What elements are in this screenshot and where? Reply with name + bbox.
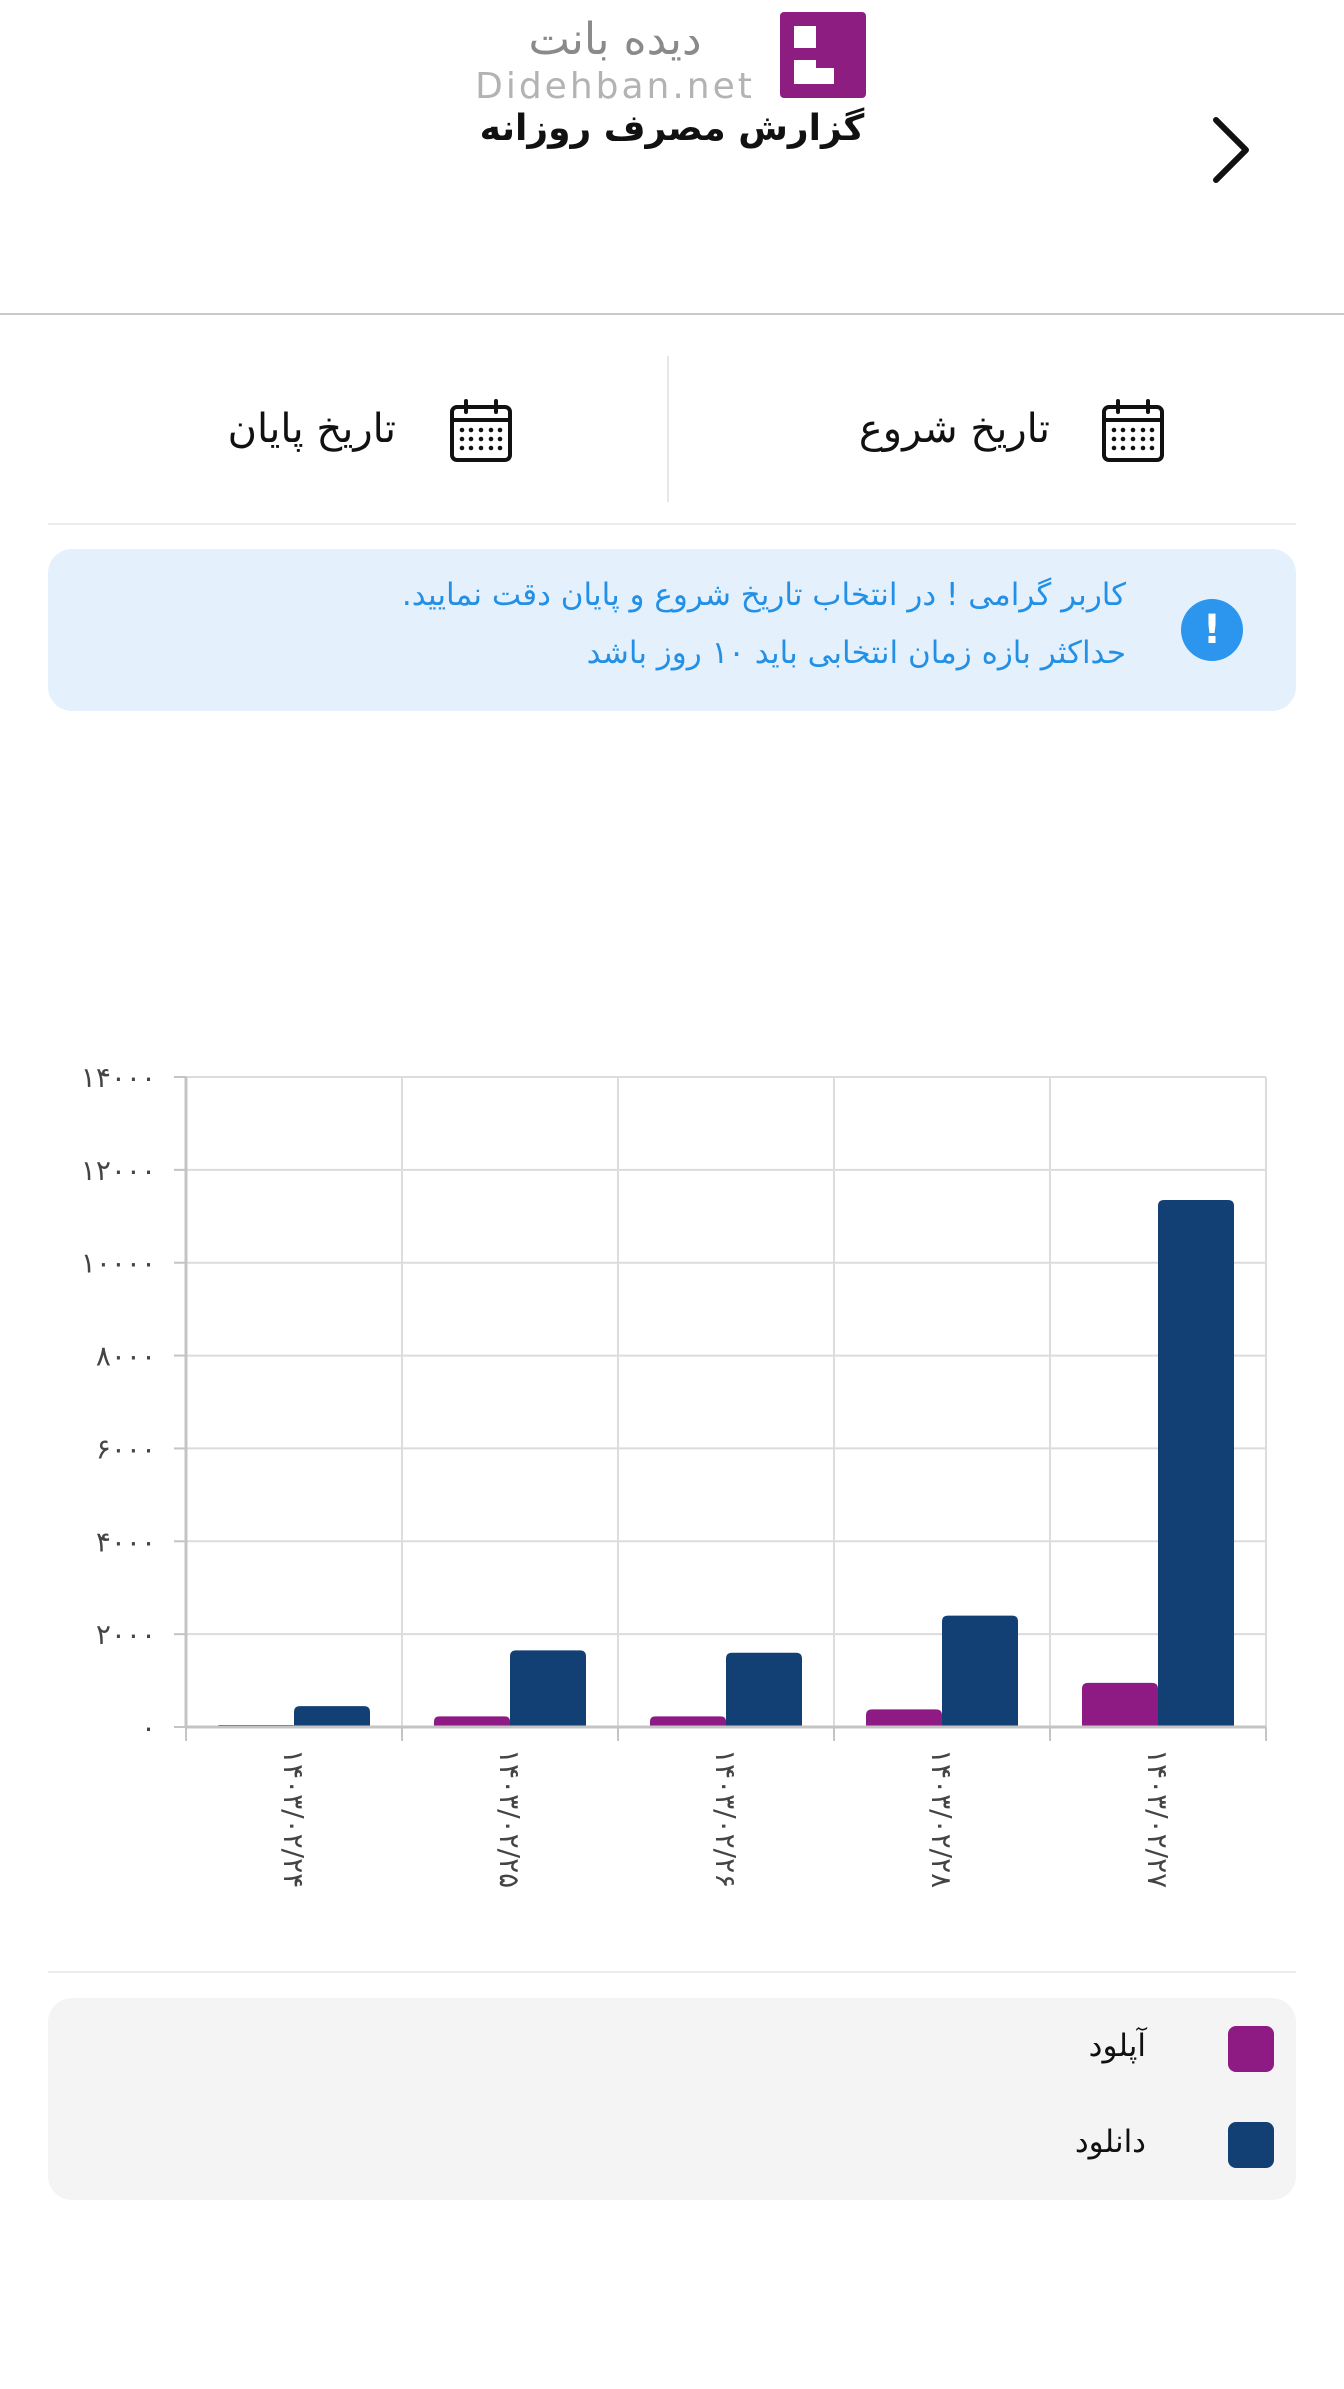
chart-bars [218,1200,1234,1727]
bar-download[interactable] [942,1615,1018,1727]
logo-text-fa: دیده بانت [528,14,701,65]
legend-item-upload[interactable]: آپلود [48,2020,1296,2080]
bar-upload[interactable] [650,1716,726,1727]
header-divider [0,313,1344,315]
y-axis-tick-labels: ۰ ۲۰۰۰ ۴۰۰۰ ۶۰۰۰ ۸۰۰۰ ۱۰۰۰۰ ۱۲۰۰۰ ۱۴۰۰۰ [81,1061,156,1744]
logo-mark-icon [780,12,866,98]
end-date-label: تاریخ پایان [227,406,396,452]
chart-divider [48,1971,1296,1973]
back-button[interactable] [1200,112,1264,188]
chart-legend: آپلود دانلود [48,1998,1296,2200]
x-tick-label: ۱۴۰۳/۰۲/۲۴ [277,1749,310,1888]
bar-download[interactable] [726,1652,802,1727]
alert-text-line-2: حداکثر بازه زمان انتخابی باید ۱۰ روز باش… [586,635,1126,671]
bar-download[interactable] [1158,1200,1234,1727]
daily-usage-bar-chart: ۰ ۲۰۰۰ ۴۰۰۰ ۶۰۰۰ ۸۰۰۰ ۱۰۰۰۰ ۱۲۰۰۰ ۱۴۰۰۰ ۱۴۰۳/۰۲… [81,1061,1267,1888]
y-tick-label: ۴۰۰۰ [96,1525,156,1558]
x-tick-label: ۱۴۰۳/۰۲/۲۶ [709,1749,742,1888]
x-tick-label: ۱۴۰۳/۰۲/۲۷ [1141,1749,1174,1888]
bar-download[interactable] [294,1706,370,1727]
calendar-icon [450,399,512,462]
bar-upload[interactable] [434,1716,510,1727]
bar-upload[interactable] [1082,1682,1158,1727]
legend-swatch-upload [1228,2026,1274,2072]
y-tick-label: ۱۲۰۰۰ [81,1154,156,1187]
x-axis-tick-labels: ۱۴۰۳/۰۲/۲۷ ۱۴۰۳/۰۲/۲۸ ۱۴۰۳/۰۲/۲۶ ۱۴۰۳/۰۲/۲۵… [277,1749,1174,1888]
legend-label-download: دانلود [1074,2124,1146,2160]
end-date-button[interactable]: تاریخ پایان [48,360,668,500]
calendar-icon [1102,399,1164,462]
y-tick-label: ۲۰۰۰ [96,1618,156,1651]
bar-download[interactable] [510,1650,586,1727]
chart-axes [174,1076,1267,1741]
date-filter-divider [48,523,1296,525]
bar-upload[interactable] [866,1709,942,1727]
exclamation-circle-icon: ! [1181,599,1243,661]
chart-grid [185,1076,1267,1727]
logo-wordmark: دیده بانت Didehban.net [475,14,755,107]
start-date-label: تاریخ شروع [858,406,1050,452]
y-tick-label: ۰ [141,1711,156,1744]
x-tick-label: ۱۴۰۳/۰۲/۲۵ [493,1749,526,1888]
x-tick-label: ۱۴۰۳/۰۲/۲۸ [925,1749,958,1888]
logo-text-en: Didehban.net [475,66,755,107]
page-title: گزارش مصرف روزانه [479,108,865,149]
info-alert: ! کاربر گرامی ! در انتخاب تاریخ شروع و پ… [48,549,1296,711]
date-divider [667,356,669,502]
y-tick-label: ۶۰۰۰ [96,1432,156,1465]
legend-label-upload: آپلود [1088,2028,1146,2064]
chevron-right-icon [1213,117,1249,183]
start-date-button[interactable]: تاریخ شروع [668,360,1288,500]
legend-swatch-download [1228,2122,1274,2168]
y-tick-label: ۱۰۰۰۰ [81,1247,156,1280]
y-tick-label: ۱۴۰۰۰ [81,1061,156,1094]
legend-item-download[interactable]: دانلود [48,2116,1296,2176]
alert-text-line-1: کاربر گرامی ! در انتخاب تاریخ شروع و پای… [401,577,1126,613]
brand-logo: دیده بانت Didehban.net [470,8,870,107]
y-tick-label: ۸۰۰۰ [96,1340,156,1373]
